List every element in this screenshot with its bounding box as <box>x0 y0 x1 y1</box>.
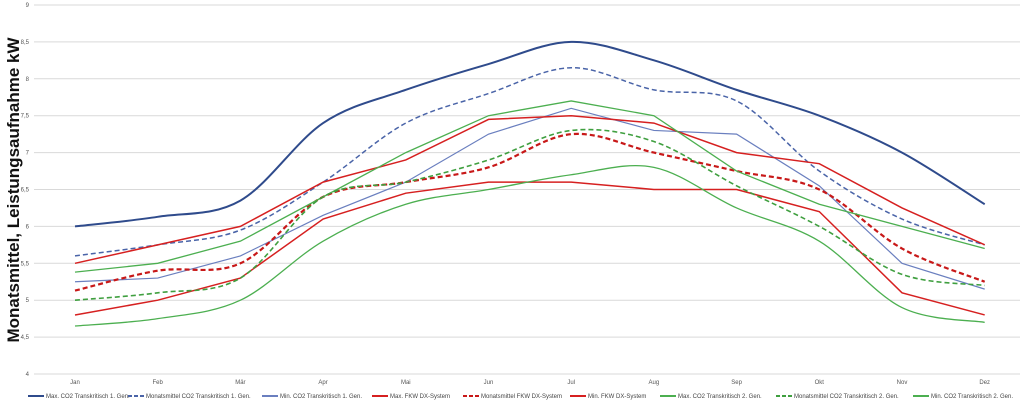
x-tick-label: Nov <box>897 380 908 386</box>
legend-label: Min. FKW DX-System <box>588 394 646 400</box>
y-tick-label: 5 <box>26 298 30 304</box>
y-tick-label: 9 <box>26 3 30 9</box>
x-tick-label: Apr <box>318 380 327 386</box>
y-tick-label: 5,5 <box>21 261 30 267</box>
x-tick-label: Aug <box>649 380 660 386</box>
x-tick-label: Feb <box>153 380 164 386</box>
x-axis-ticks: Jan Feb Mär Apr Mai Jun Jul Aug Sep Okt Nov Dez <box>70 380 990 386</box>
legend-label: Monatsmittel FKW DX-System <box>481 394 562 400</box>
x-tick-label: Jul <box>567 380 575 386</box>
legend-label: Max. CO2 Transkritisch 2. Gen. <box>678 394 762 400</box>
series-lines <box>74 40 986 327</box>
legend: Max. CO2 Transkritisch 1. Gen. Monatsmitt… <box>28 394 1013 400</box>
series-line-max-co2-transkritisch-1-gen <box>74 40 986 228</box>
y-tick-label: 4,5 <box>21 335 30 341</box>
x-tick-label: Okt <box>815 380 825 386</box>
x-tick-label: Jun <box>484 380 494 386</box>
legend-label: Max. CO2 Transkritisch 1. Gen. <box>46 394 130 400</box>
y-tick-label: 8,5 <box>21 40 30 46</box>
legend-label: Min. CO2 Transkritisch 1. Gen. <box>280 394 362 400</box>
y-tick-label: 8 <box>26 77 30 83</box>
y-tick-label: 4 <box>26 372 30 378</box>
y-tick-label: 7,5 <box>21 114 30 120</box>
series-line-min-co2-transkritisch-1-gen <box>74 107 985 290</box>
legend-label: Max. FKW DX-System <box>390 394 450 400</box>
x-tick-label: Sep <box>731 380 742 386</box>
x-tick-label: Dez <box>979 380 990 386</box>
series-line-max-fkw-dx-system <box>74 114 986 265</box>
series-line-monatsmittel-co2-transkritisch-2-gen <box>74 128 985 301</box>
legend-label: Min. CO2 Transkritisch 2. Gen. <box>931 394 1013 400</box>
y-axis-ticks: 4 4,5 5 5,5 6 6,5 7 7,5 8 8,5 9 <box>21 3 30 378</box>
series-line-min-co2-transkritisch-2-gen <box>74 164 985 327</box>
series-line-max-co2-transkritisch-2-gen <box>74 100 985 273</box>
x-tick-label: Mai <box>401 380 411 386</box>
y-tick-label: 6 <box>26 224 30 230</box>
series-line-monatsmittel-co2-transkritisch-1-gen <box>74 66 985 257</box>
y-tick-label: 7 <box>26 151 30 157</box>
legend-label: Monatsmittel CO2 Transkritisch 1. Gen. <box>146 394 251 400</box>
series-line-monatsmittel-fkw-dx-system <box>74 132 986 292</box>
y-axis-label: Monatsmittel, Leistungsaufnahme kW <box>4 37 23 343</box>
x-tick-label: Jan <box>70 380 80 386</box>
x-tick-label: Mär <box>235 380 245 386</box>
gridlines <box>34 4 1020 375</box>
legend-label: Monatsmittel CO2 Transkritisch 2. Gen. <box>794 394 899 400</box>
y-tick-label: 6,5 <box>21 188 30 194</box>
